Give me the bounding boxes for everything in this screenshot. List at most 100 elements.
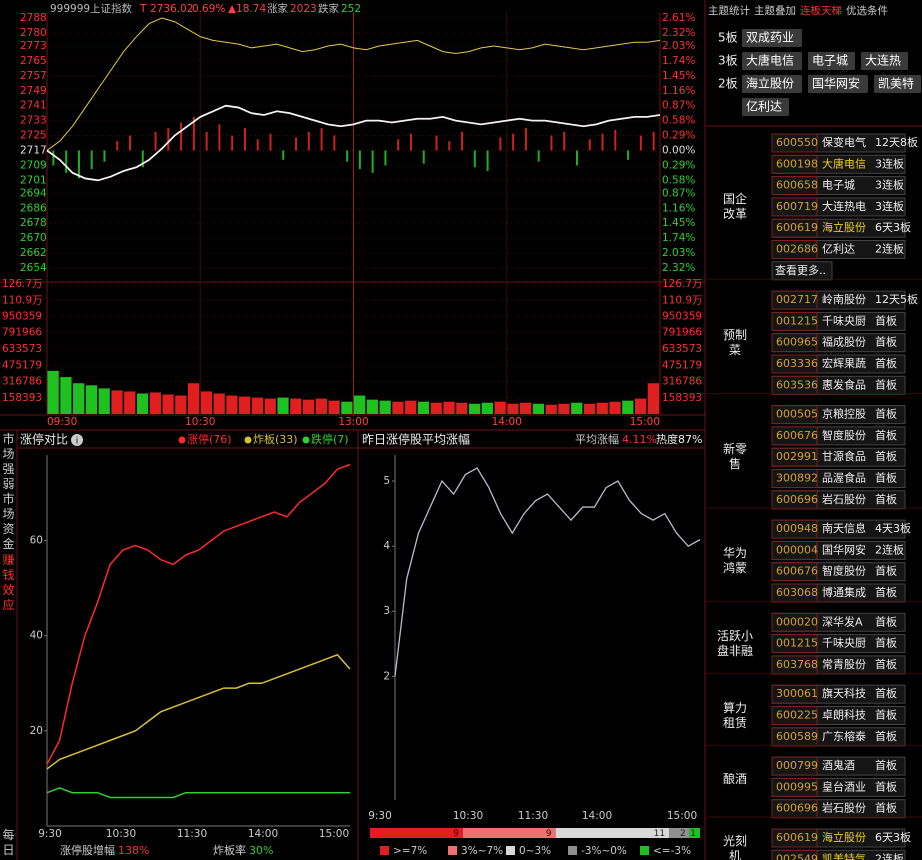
- ladder-stock-box[interactable]: [742, 98, 789, 116]
- stock-code[interactable]: 603068: [776, 586, 818, 599]
- stock-name[interactable]: 千味央厨: [822, 637, 866, 650]
- more-link[interactable]: 查看更多..: [775, 263, 826, 277]
- stock-code[interactable]: 600198: [776, 157, 818, 170]
- stock-code[interactable]: 603336: [776, 357, 818, 370]
- legend-label: 涨停(76): [187, 432, 232, 446]
- stock-name[interactable]: 亿利达: [822, 243, 855, 256]
- stock-code[interactable]: 300061: [776, 687, 818, 700]
- stock-name[interactable]: 广东榕泰: [822, 729, 866, 743]
- stock-name[interactable]: 凯美特气: [822, 851, 866, 860]
- ladder-stock[interactable]: 凯美特: [878, 76, 914, 91]
- stock-name[interactable]: 甘源食品: [822, 449, 866, 463]
- stock-code[interactable]: 600619: [776, 221, 818, 234]
- volume-bar: [405, 400, 417, 414]
- stock-code[interactable]: 600676: [776, 565, 818, 578]
- ladder-stock-box[interactable]: [861, 52, 908, 70]
- ladder-stock[interactable]: 国华网安: [812, 76, 860, 91]
- stock-code[interactable]: 600589: [776, 730, 818, 743]
- stock-code[interactable]: 600658: [776, 179, 818, 192]
- ladder-stock[interactable]: 双成药业: [746, 31, 794, 45]
- theme-tab[interactable]: 主题统计: [708, 4, 750, 17]
- stock-name[interactable]: 旗天科技: [822, 686, 866, 700]
- stock-code-box: [771, 405, 818, 425]
- stock-code[interactable]: 600696: [776, 802, 818, 815]
- stock-code[interactable]: 002991: [776, 450, 818, 463]
- stock-code[interactable]: 600550: [776, 136, 818, 149]
- stock-name[interactable]: 福成股份: [822, 335, 866, 349]
- more-box[interactable]: [771, 261, 833, 281]
- ladder-stock[interactable]: 电子城: [812, 54, 848, 68]
- stock-code-box: [771, 540, 818, 560]
- stock-name[interactable]: 常青股份: [822, 658, 866, 671]
- ladder-stock-box[interactable]: [808, 52, 855, 70]
- stock-name[interactable]: 深华发A: [822, 614, 863, 628]
- stock-name[interactable]: 海立股份: [822, 220, 866, 234]
- sidebar-tab[interactable]: 市场强弱: [2, 432, 15, 491]
- stock-name[interactable]: 宏辉果蔬: [822, 356, 866, 370]
- breadth-bar: [409, 133, 412, 151]
- stock-code[interactable]: 000995: [776, 780, 818, 793]
- stock-name[interactable]: 大唐电信: [822, 156, 866, 170]
- stock-name[interactable]: 酒鬼酒: [822, 758, 855, 772]
- stock-name[interactable]: 南天信息: [822, 521, 866, 535]
- stock-name[interactable]: 皇台酒业: [822, 779, 866, 793]
- stock-code[interactable]: 001215: [776, 637, 818, 650]
- stock-name[interactable]: 智度股份: [822, 564, 866, 578]
- stock-name[interactable]: 岩石股份: [822, 801, 866, 815]
- stock-code[interactable]: 603768: [776, 658, 818, 671]
- stock-code[interactable]: 002549: [776, 852, 818, 860]
- ladder-stock-box[interactable]: [874, 75, 921, 93]
- breadth-bar: [422, 150, 425, 164]
- ladder-stock-box[interactable]: [742, 52, 802, 70]
- ladder-stock-box[interactable]: [742, 29, 802, 47]
- stock-name[interactable]: 海立股份: [822, 830, 866, 844]
- stock-code[interactable]: 600965: [776, 336, 818, 349]
- ladder-stock-box[interactable]: [808, 75, 868, 93]
- ladder-stock[interactable]: 大唐电信: [746, 53, 794, 68]
- ladder-stock[interactable]: 亿利达: [746, 99, 782, 114]
- stock-code[interactable]: 603536: [776, 378, 818, 391]
- volume-bar: [85, 385, 98, 414]
- stock-code[interactable]: 300892: [776, 472, 818, 485]
- stock-name[interactable]: 惠发食品: [822, 377, 866, 391]
- stock-code[interactable]: 000948: [776, 522, 818, 535]
- sidebar-tab[interactable]: 赚钱效应: [2, 553, 15, 612]
- stock-code-box: [771, 828, 818, 848]
- stock-code[interactable]: 002717: [776, 293, 818, 306]
- stock-code[interactable]: 000004: [776, 543, 818, 556]
- ladder-stock-box[interactable]: [742, 75, 802, 93]
- stock-name[interactable]: 智度股份: [822, 428, 866, 442]
- sidebar-tab[interactable]: 市场资金: [2, 492, 15, 551]
- stock-status: 6天3板: [875, 220, 911, 234]
- stock-name[interactable]: 岭南股份: [822, 292, 866, 306]
- stock-name[interactable]: 国华网安: [822, 542, 866, 556]
- theme-tab[interactable]: 连板天梯: [800, 4, 842, 17]
- stock-code[interactable]: 600719: [776, 200, 818, 213]
- stock-code[interactable]: 600676: [776, 429, 818, 442]
- stock-code[interactable]: 002686: [776, 243, 818, 256]
- ladder-stock[interactable]: 海立股份: [746, 76, 794, 91]
- stock-code[interactable]: 600619: [776, 831, 818, 844]
- stock-name[interactable]: 品渥食品: [822, 471, 866, 485]
- stock-code[interactable]: 600696: [776, 493, 818, 506]
- theme-tab[interactable]: 优选条件: [846, 4, 888, 17]
- stock-name[interactable]: 电子城: [822, 179, 855, 192]
- stock-name[interactable]: 京粮控股: [822, 407, 866, 421]
- stock-code[interactable]: 000505: [776, 408, 818, 421]
- stock-code-box: [771, 655, 818, 675]
- theme-tab[interactable]: 主题叠加: [754, 5, 796, 17]
- stock-name[interactable]: 千味央厨: [822, 314, 866, 327]
- sidebar-tab[interactable]: 每日: [2, 828, 15, 857]
- stock-code[interactable]: 600225: [776, 709, 818, 722]
- breadth-bar: [550, 135, 553, 151]
- stock-name[interactable]: 卓朗科技: [822, 708, 866, 722]
- stock-name[interactable]: 保变电气: [822, 135, 866, 149]
- stock-code[interactable]: 000020: [776, 615, 818, 628]
- stock-name[interactable]: 岩石股份: [822, 492, 866, 506]
- stock-name[interactable]: 大连热电: [822, 199, 866, 213]
- distribution-segment: [689, 828, 700, 838]
- stock-code[interactable]: 001215: [776, 314, 818, 327]
- ladder-stock[interactable]: 大连热: [865, 53, 901, 68]
- stock-name[interactable]: 博通集成: [822, 585, 866, 599]
- stock-code[interactable]: 000799: [776, 759, 818, 772]
